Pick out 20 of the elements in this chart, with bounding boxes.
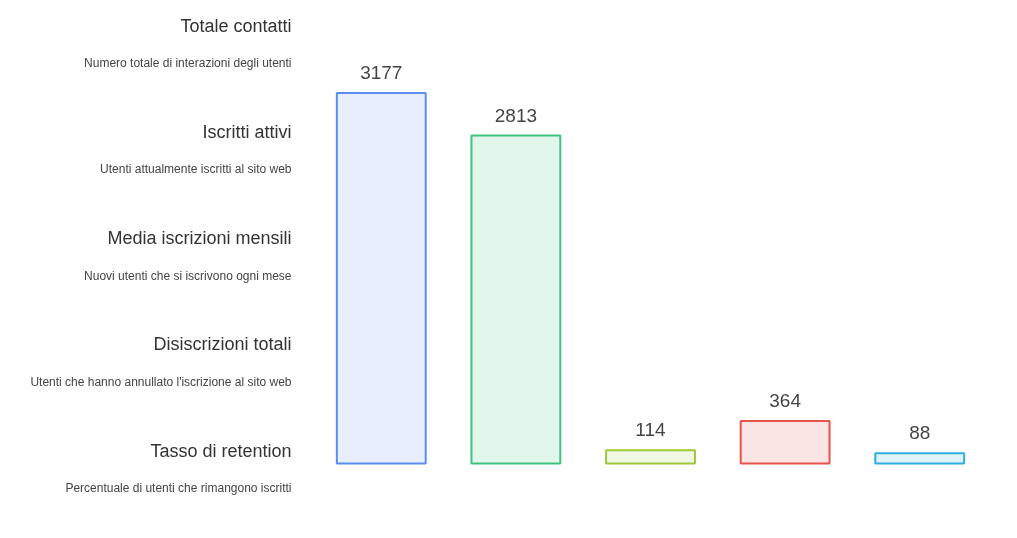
text: Iscritti attivi [202,121,292,142]
bar [739,420,831,465]
text: Utenti che hanno annullato l'iscrizione al sito web [30,374,292,389]
text: Disiscrizioni totali [153,334,292,355]
bar [335,92,427,465]
bar [470,134,562,465]
bar [605,449,696,465]
data-label: 2813 [494,104,538,126]
text: Media iscrizioni mensili [107,228,292,248]
data-label: 364 [769,390,802,412]
text: Utenti attualmente iscritti al sito web [100,162,292,177]
text: Tasso di retention [150,440,292,461]
text: Nuovi utenti che si iscrivono ogni mese [84,268,292,283]
text: Numero totale di interazioni degli utenti [84,56,292,70]
text: Totale contatti [180,15,292,36]
data-label: 3177 [360,62,403,84]
text: Percentuale di utenti che rimangono iscritti [65,481,292,495]
data-label: 114 [635,419,667,441]
data-label: 88 [909,422,931,444]
bar [874,452,966,465]
